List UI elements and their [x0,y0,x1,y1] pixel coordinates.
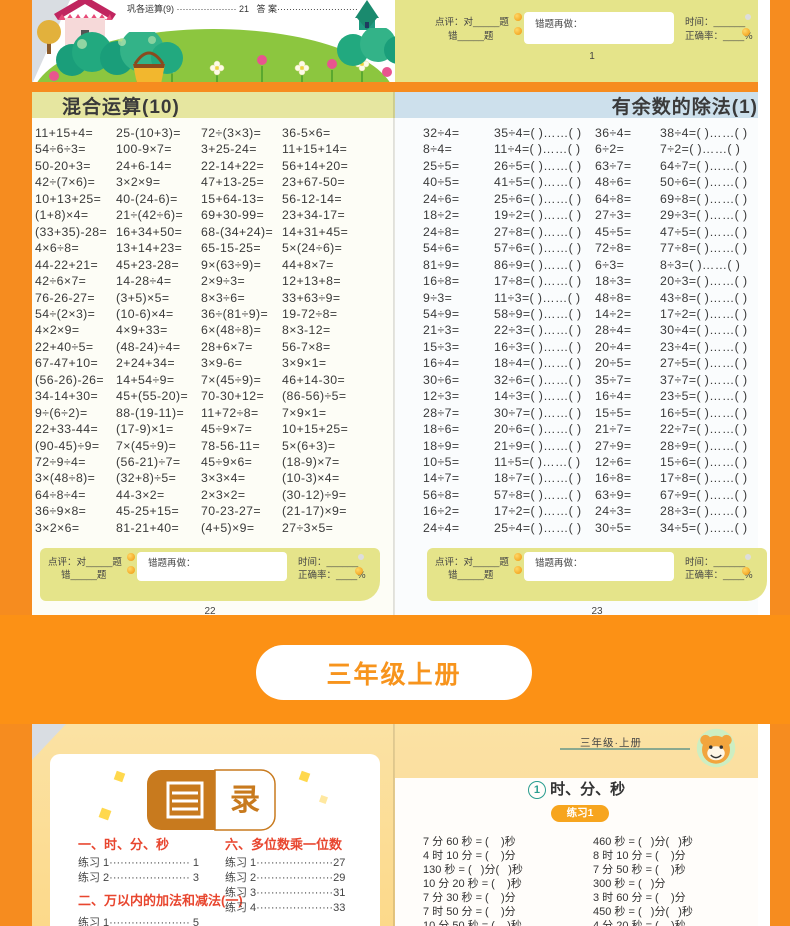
svg-text:录: 录 [230,784,260,817]
